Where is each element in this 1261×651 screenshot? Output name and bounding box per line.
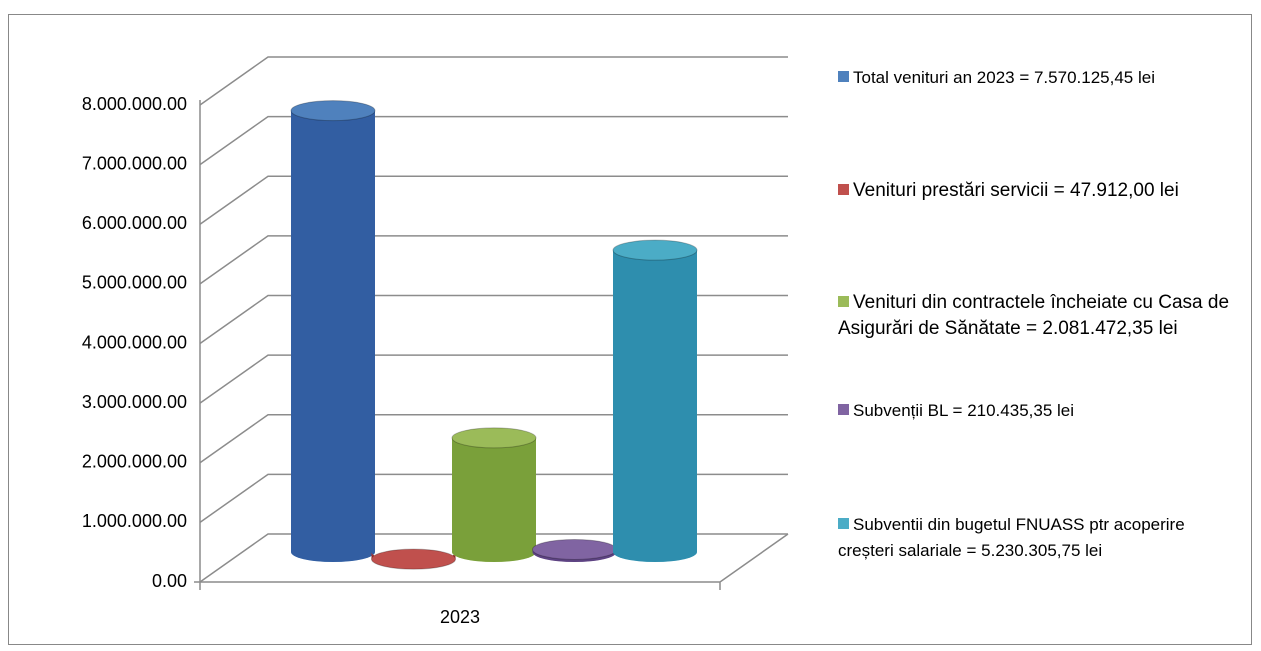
bar-top	[290, 100, 376, 122]
legend-item: Venituri prestări servicii = 47.912,00 l…	[838, 178, 1243, 204]
bar	[612, 239, 698, 562]
legend-label: Total venituri an 2023 = 7.570.125,45 le…	[853, 68, 1155, 87]
y-tick-label: 2.000.000.00	[82, 452, 187, 472]
legend-label: Venituri prestări servicii = 47.912,00 l…	[853, 180, 1179, 201]
legend-item: Subventii din bugetul FNUASS ptr acoperi…	[838, 512, 1243, 564]
bar-shade	[452, 437, 536, 562]
legend-swatch	[838, 71, 849, 82]
y-tick-label: 5.000.000.00	[82, 273, 187, 293]
bar	[451, 427, 537, 562]
bar	[532, 538, 617, 562]
legend-swatch	[838, 404, 849, 415]
y-tick-label: 3.000.000.00	[82, 392, 187, 412]
legend-label: Subvenții BL = 210.435,35 lei	[853, 401, 1075, 420]
legend-item: Total venituri an 2023 = 7.570.125,45 le…	[838, 65, 1243, 91]
bar-top	[371, 548, 456, 570]
grid-line	[199, 56, 788, 106]
grid-line	[199, 235, 788, 285]
bar-top	[532, 538, 617, 560]
bar-top	[451, 427, 537, 449]
legend-swatch	[838, 296, 849, 307]
bar	[371, 548, 456, 570]
bar	[290, 100, 376, 562]
legend-swatch	[838, 518, 849, 529]
y-tick-label: 7.000.000.00	[82, 153, 187, 173]
y-tick-label: 0.00	[152, 571, 187, 591]
y-tick-label: 6.000.000.00	[82, 213, 187, 233]
legend-item: Venituri din contractele încheiate cu Ca…	[838, 290, 1243, 342]
legend-swatch	[838, 184, 849, 195]
bar-shade	[291, 110, 375, 562]
grid-line	[199, 115, 788, 166]
legend-label: Subventii din bugetul FNUASS ptr acoperi…	[838, 515, 1185, 560]
grid-line	[199, 175, 788, 225]
bar-top	[612, 239, 698, 261]
axis	[194, 100, 789, 590]
bar-shade	[613, 250, 697, 562]
y-tick-label: 1.000.000.00	[82, 511, 187, 531]
legend-item: Subvenții BL = 210.435,35 lei	[838, 398, 1243, 424]
x-tick-label: 2023	[440, 607, 480, 627]
y-tick-label: 4.000.000.00	[82, 332, 187, 352]
legend-label: Venituri din contractele încheiate cu Ca…	[838, 292, 1230, 339]
y-tick-label: 8.000.000.00	[82, 94, 187, 114]
